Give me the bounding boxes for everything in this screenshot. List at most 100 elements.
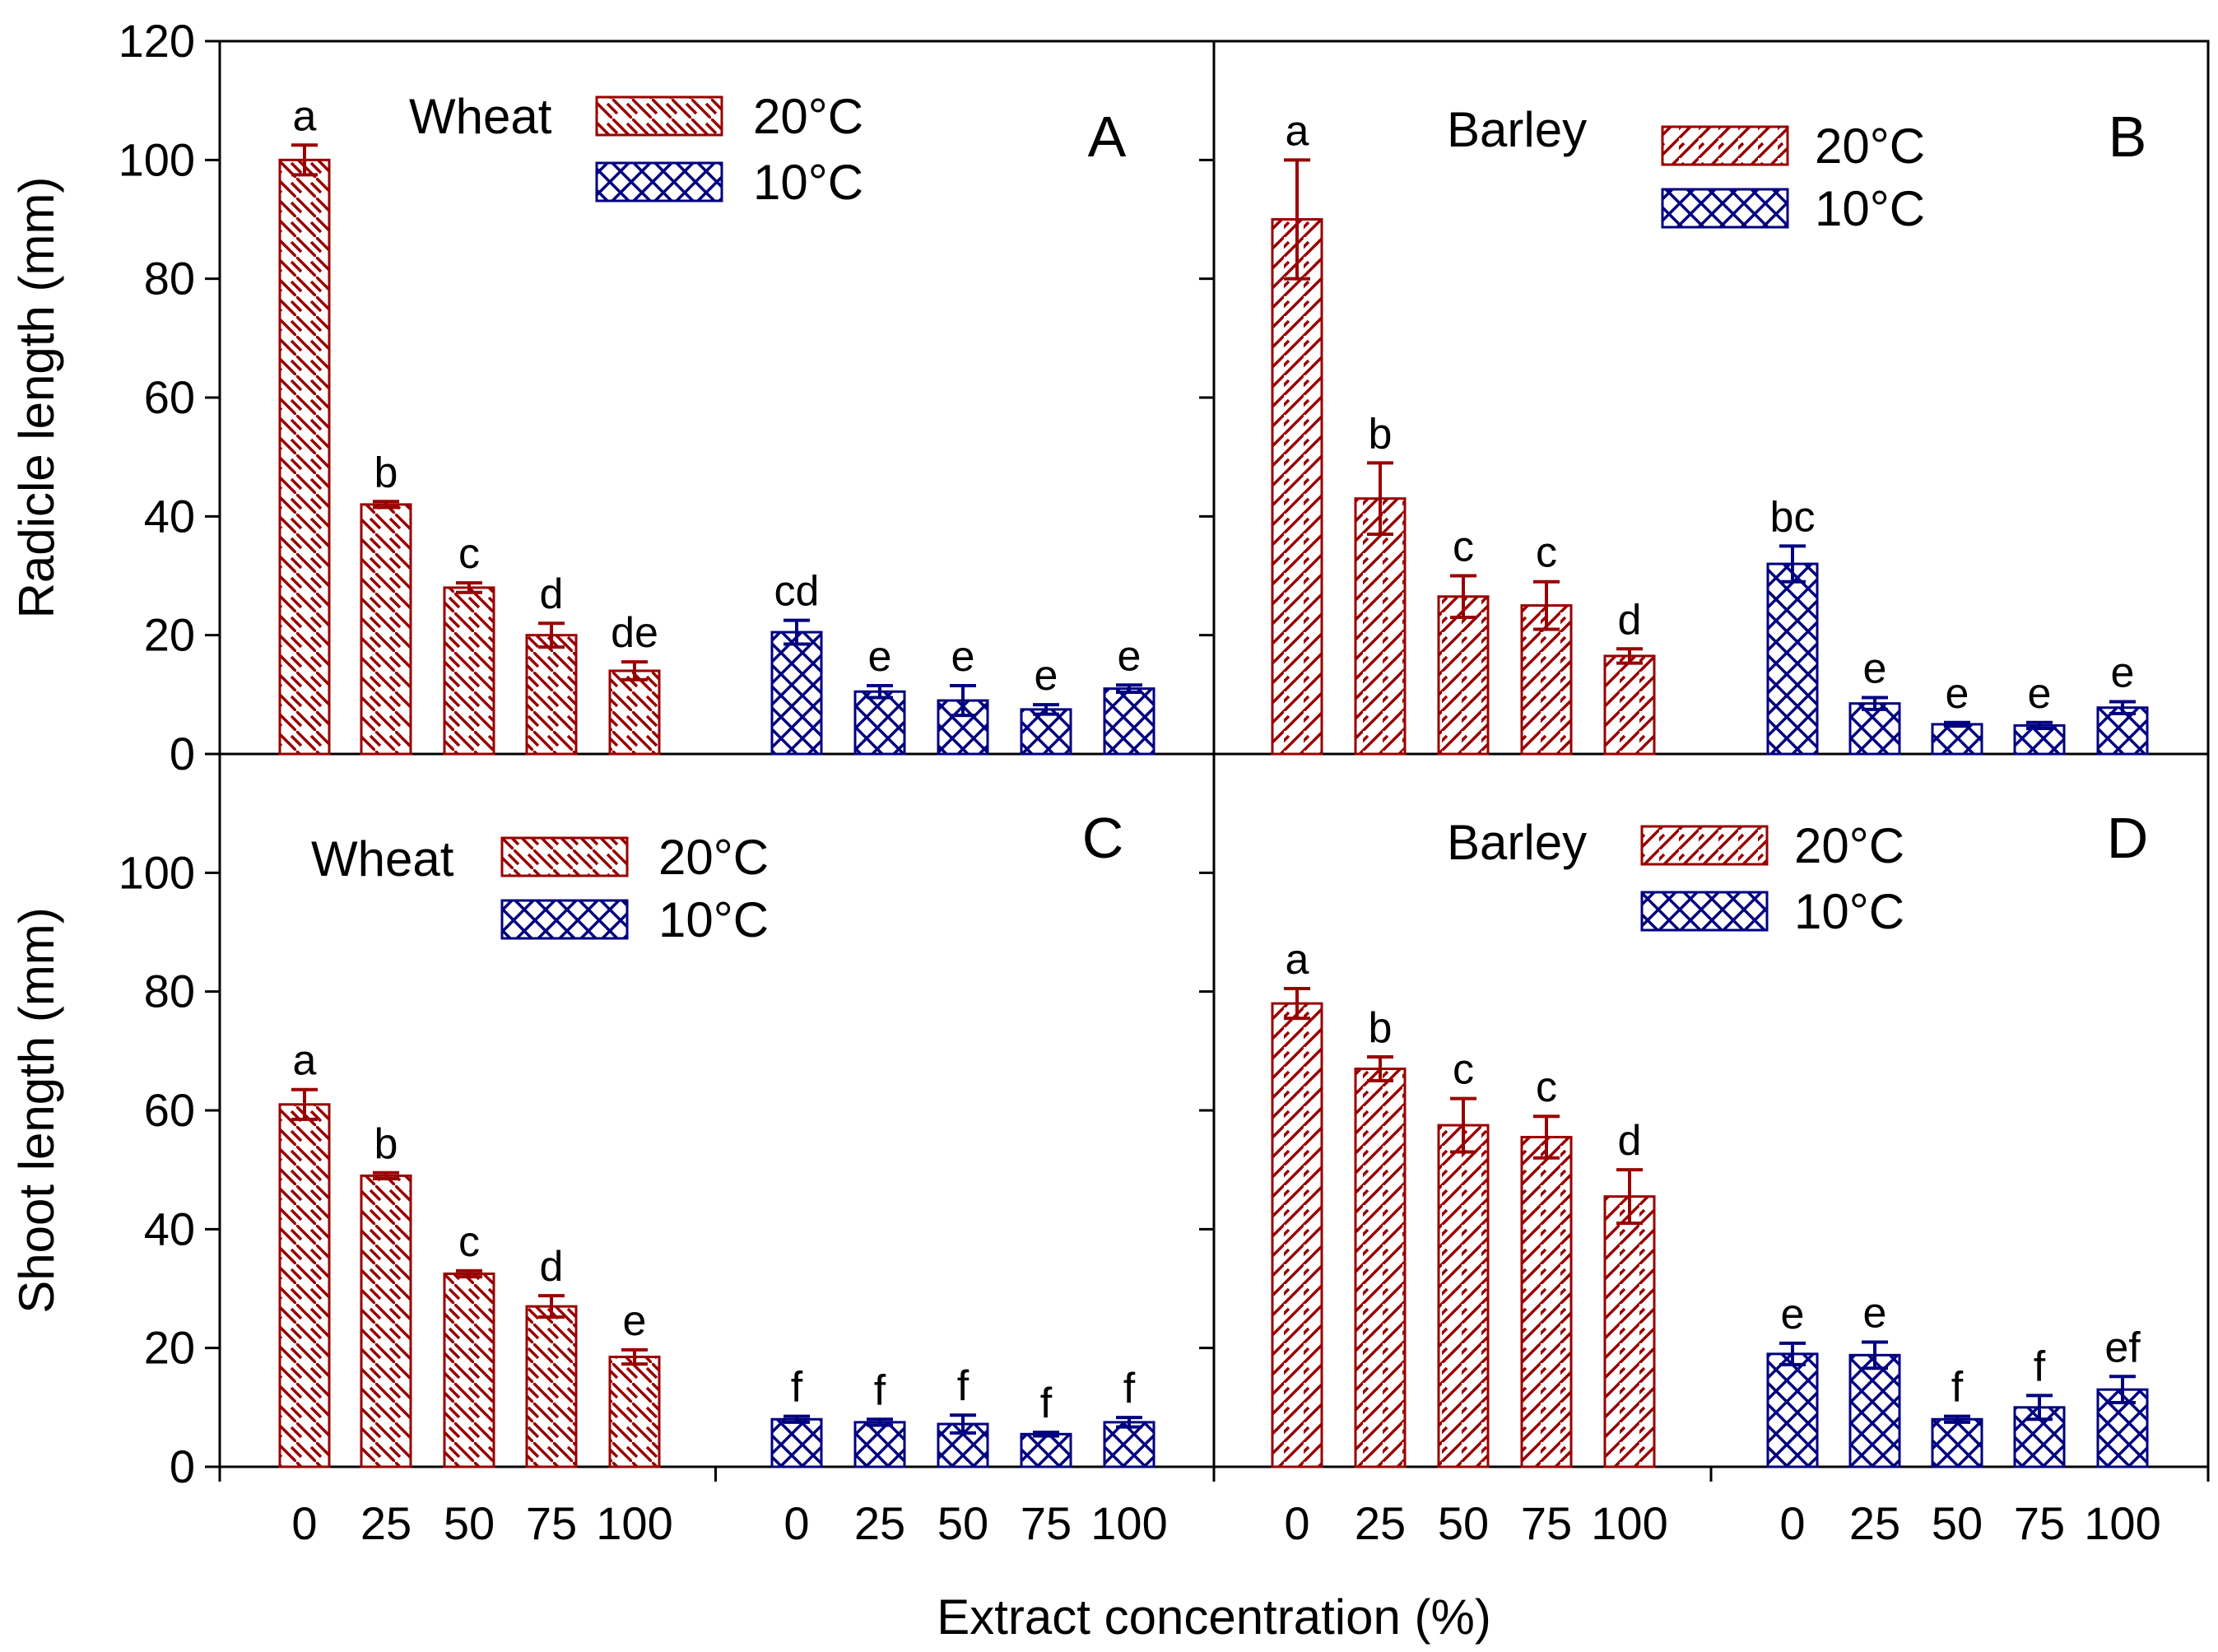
panel-c-legend-label-cold: 10°C: [658, 892, 769, 947]
panel-a-ytick-label: 100: [119, 133, 195, 185]
panel-d-xtick-label: 100: [2084, 1497, 2160, 1549]
panel-d-xtick-label: 50: [1932, 1497, 1983, 1549]
panel-d-bar-warm-75: [1520, 1135, 1573, 1468]
panel-c-ytick-label: 20: [144, 1322, 195, 1374]
panel-c-sig-label: f: [874, 1366, 886, 1414]
panel-a: A Wheat 20°C 10°C: [409, 89, 1127, 210]
panel-d-xtick-label: 75: [1521, 1497, 1572, 1549]
panel-c-sig-label: a: [293, 1037, 317, 1085]
x-axis-title: Extract concentration (%): [937, 1589, 1491, 1645]
panel-a-legend-swatch-warm: [595, 95, 723, 137]
panel-c-bar-cold-75: [1020, 1432, 1072, 1468]
panel-a-sig-label: e: [951, 633, 975, 681]
panel-d-legend-swatch-cold: [1640, 891, 1769, 932]
panel-d-xtick-label: 25: [1355, 1497, 1406, 1549]
panel-a-sig-label: de: [611, 609, 658, 657]
panel-a-sig-label: cd: [774, 568, 820, 616]
panel-a-sig-label: e: [1118, 632, 1142, 680]
panel-c-bar-cold-100: [1103, 1421, 1155, 1468]
panel-d-bar-warm-50: [1437, 1124, 1490, 1468]
panel-b-sig-label: bc: [1770, 493, 1816, 541]
panel-c-sig-label: d: [540, 1243, 564, 1291]
panel-c-crop-label: Wheat: [311, 831, 454, 886]
panel-b-letter: B: [2109, 105, 2147, 169]
panel-c-ytick-label: 40: [144, 1203, 195, 1254]
panel-b-legend-swatch-warm: [1661, 125, 1789, 166]
panel-a-ytick-label: 80: [144, 253, 195, 305]
panel-d-bar-warm-0: [1271, 1002, 1323, 1468]
panel-a-bar-warm-25: [360, 503, 412, 756]
panel-c-sig-label: f: [957, 1362, 970, 1410]
panel-b-bar-warm-50: [1437, 595, 1490, 756]
panel-b-sig-label: b: [1369, 410, 1393, 458]
panel-a-sig-label: e: [868, 633, 892, 681]
panel-c-ytick-label: 80: [144, 966, 195, 1017]
panel-a-letter: A: [1088, 105, 1127, 169]
panel-d-sig-label: c: [1453, 1046, 1474, 1094]
panel-a-ytick-label: 40: [144, 490, 195, 542]
panel-b-legend-swatch-cold: [1661, 188, 1789, 229]
panel-b-legend-label-warm: 20°C: [1815, 119, 1925, 174]
panel-c-xtick-label: 100: [596, 1497, 672, 1549]
panel-b-sig-label: e: [2111, 649, 2135, 696]
panel-c-sig-label: b: [374, 1120, 398, 1168]
panel-a-bar-cold-25: [853, 690, 906, 756]
panel-c-letter: C: [1082, 806, 1124, 870]
panel-c-sig-label: f: [791, 1364, 803, 1412]
panel-a-legend-label-warm: 20°C: [753, 89, 863, 144]
panel-d-bar-warm-100: [1603, 1195, 1656, 1468]
panel-d-sig-label: a: [1286, 936, 1309, 984]
panel-d-sig-label: c: [1536, 1063, 1557, 1111]
panel-b: B Barley 20°C 10°C: [1447, 102, 2146, 236]
panel-a-bar-warm-0: [278, 158, 331, 756]
panel-a-legend-swatch-cold: [595, 161, 723, 202]
panel-c-xtick-label: 25: [854, 1497, 905, 1549]
panel-a-sig-label: a: [293, 92, 317, 140]
panel-a-sig-label: c: [458, 530, 480, 578]
panel-b-sig-label: c: [1536, 529, 1557, 577]
panel-b-legend-label-cold: 10°C: [1815, 181, 1925, 236]
y-axis-title-radicle: Radicle length (mm): [9, 177, 64, 619]
panel-c-xtick-label: 75: [526, 1497, 577, 1549]
panel-c-bar-cold-25: [853, 1421, 906, 1468]
panel-c-bar-warm-100: [608, 1355, 661, 1468]
panel-d-xtick-label: 25: [1849, 1497, 1900, 1549]
panel-b-bar-cold-0: [1766, 562, 1819, 756]
panel-a-bar-cold-75: [1020, 708, 1072, 756]
panel-b-bar-warm-25: [1354, 497, 1407, 756]
panel-c-xtick-label: 75: [1021, 1497, 1072, 1549]
panel-b-sig-label: e: [2028, 670, 2052, 718]
panel-c-legend-label-warm: 20°C: [658, 830, 769, 885]
panel-d-sig-label: ef: [2104, 1324, 2141, 1371]
panel-a-sig-label: b: [374, 449, 398, 496]
panel-d-bar-cold-25: [1848, 1353, 1901, 1468]
panel-a-ytick-label: 0: [170, 728, 195, 779]
panel-c-bar-warm-0: [278, 1103, 331, 1468]
panel-c-sig-label: f: [1040, 1380, 1053, 1427]
panel-d-sig-label: f: [1951, 1364, 1964, 1412]
panel-b-sig-label: c: [1453, 524, 1474, 571]
panel-a-sig-label: d: [540, 570, 564, 618]
panel-a-ytick-label: 120: [119, 15, 195, 67]
panel-a-bar-warm-50: [443, 586, 495, 756]
panel-d-legend-label-cold: 10°C: [1794, 884, 1904, 939]
panel-d-xtick-label: 50: [1438, 1497, 1489, 1549]
panel-d-legend-swatch-warm: [1640, 825, 1769, 866]
panel-d: D Barley 20°C 10°C: [1447, 806, 2148, 939]
panel-d-sig-label: e: [1781, 1291, 1805, 1338]
panel-d-xtick-label: 0: [1284, 1497, 1309, 1549]
panel-d-xtick-label: 100: [1591, 1497, 1667, 1549]
panel-c-bar-warm-50: [443, 1272, 495, 1468]
panel-c-xtick-label: 0: [291, 1497, 317, 1549]
panel-a-bar-warm-75: [525, 634, 578, 756]
panel-a-sig-label: e: [1035, 652, 1058, 700]
panel-b-sig-label: e: [1946, 670, 1969, 718]
panel-c-bar-warm-75: [525, 1305, 578, 1468]
panel-c-ytick-label: 60: [144, 1084, 195, 1136]
panel-c-sig-label: c: [458, 1218, 480, 1266]
panel-d-xtick-label: 0: [1779, 1497, 1805, 1549]
panel-c-xtick-label: 50: [937, 1497, 988, 1549]
panel-a-crop-label: Wheat: [409, 89, 552, 144]
